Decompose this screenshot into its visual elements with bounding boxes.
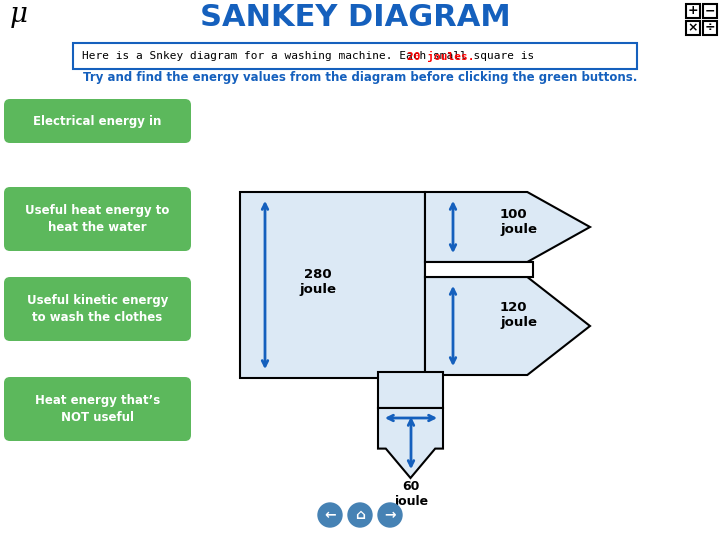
Text: Useful kinetic energy
to wash the clothes: Useful kinetic energy to wash the clothe… <box>27 294 168 324</box>
Bar <box>240 192 425 378</box>
Polygon shape <box>425 277 590 375</box>
Polygon shape <box>425 192 590 262</box>
Text: +: + <box>688 4 698 17</box>
FancyBboxPatch shape <box>4 99 191 143</box>
FancyBboxPatch shape <box>686 21 700 35</box>
FancyBboxPatch shape <box>703 21 717 35</box>
Text: SANKEY DIAGRAM: SANKEY DIAGRAM <box>199 3 510 32</box>
Text: Try and find the energy values from the diagram before clicking the green button: Try and find the energy values from the … <box>83 71 637 84</box>
Text: −: − <box>705 4 715 17</box>
Circle shape <box>318 503 342 527</box>
FancyBboxPatch shape <box>73 43 637 69</box>
Text: 60
joule: 60 joule <box>394 480 428 508</box>
Text: ←: ← <box>324 508 336 522</box>
Text: Heat energy that’s
NOT useful: Heat energy that’s NOT useful <box>35 394 160 424</box>
Text: ⌂: ⌂ <box>355 508 365 522</box>
Circle shape <box>348 503 372 527</box>
Text: Useful heat energy to
heat the water: Useful heat energy to heat the water <box>25 204 170 234</box>
Bar <box>425 262 533 277</box>
Text: →: → <box>384 508 396 522</box>
Text: 20 joules.: 20 joules. <box>407 50 474 62</box>
Text: Here is a Snkey diagram for a washing machine. Each small square is: Here is a Snkey diagram for a washing ma… <box>82 51 541 61</box>
Text: ×: × <box>688 22 698 35</box>
FancyBboxPatch shape <box>703 4 717 18</box>
FancyBboxPatch shape <box>686 4 700 18</box>
FancyBboxPatch shape <box>4 277 191 341</box>
FancyBboxPatch shape <box>4 377 191 441</box>
Polygon shape <box>378 408 443 478</box>
Text: 280
joule: 280 joule <box>300 268 336 296</box>
Text: Electrical energy in: Electrical energy in <box>33 114 162 127</box>
Text: 120
joule: 120 joule <box>500 301 537 329</box>
Bar <box>378 372 443 408</box>
Text: ÷: ÷ <box>705 22 715 35</box>
Text: 100
joule: 100 joule <box>500 208 537 236</box>
Circle shape <box>378 503 402 527</box>
Text: μ: μ <box>10 2 28 29</box>
FancyBboxPatch shape <box>4 187 191 251</box>
